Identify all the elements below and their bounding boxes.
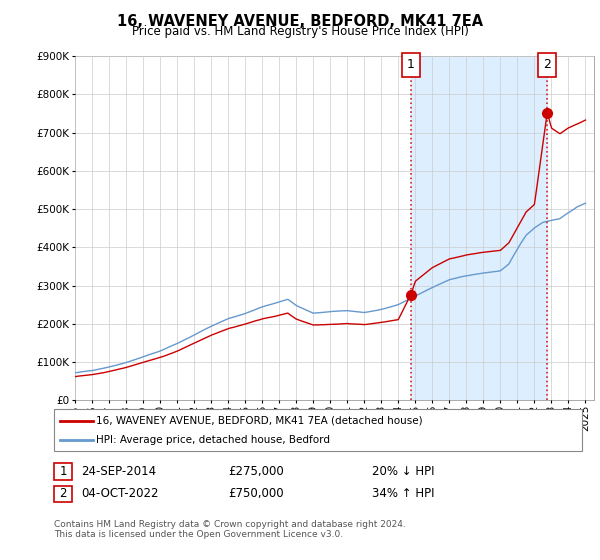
Text: 2: 2: [544, 58, 551, 72]
Text: Price paid vs. HM Land Registry's House Price Index (HPI): Price paid vs. HM Land Registry's House …: [131, 25, 469, 38]
Text: 1: 1: [407, 58, 415, 72]
Text: £750,000: £750,000: [228, 487, 284, 501]
Text: 04-OCT-2022: 04-OCT-2022: [81, 487, 158, 501]
Text: 20% ↓ HPI: 20% ↓ HPI: [372, 465, 434, 478]
Text: HPI: Average price, detached house, Bedford: HPI: Average price, detached house, Bedf…: [96, 435, 330, 445]
Text: 2: 2: [59, 487, 67, 501]
Text: 16, WAVENEY AVENUE, BEDFORD, MK41 7EA (detached house): 16, WAVENEY AVENUE, BEDFORD, MK41 7EA (d…: [96, 416, 422, 426]
Text: 24-SEP-2014: 24-SEP-2014: [81, 465, 156, 478]
Bar: [411, 56, 547, 400]
Text: 16, WAVENEY AVENUE, BEDFORD, MK41 7EA: 16, WAVENEY AVENUE, BEDFORD, MK41 7EA: [117, 14, 483, 29]
Text: Contains HM Land Registry data © Crown copyright and database right 2024.
This d: Contains HM Land Registry data © Crown c…: [54, 520, 406, 539]
Text: £275,000: £275,000: [228, 465, 284, 478]
Text: 34% ↑ HPI: 34% ↑ HPI: [372, 487, 434, 501]
Text: 1: 1: [59, 465, 67, 478]
